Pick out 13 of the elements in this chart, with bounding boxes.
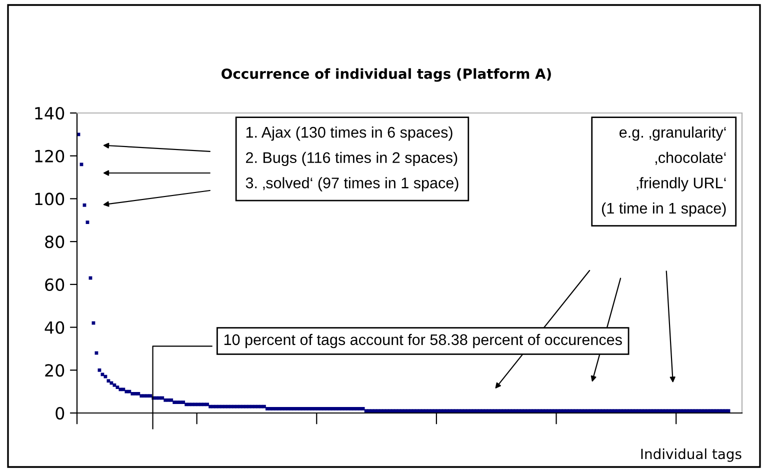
y-tick-label: 20 [45, 364, 64, 377]
x-axis-title: Individual tags [641, 448, 742, 462]
annotation: 10 percent of tags account for 58.38 percent of occurences [224, 334, 622, 348]
y-tick-label: 100 [35, 192, 64, 206]
y-tick-label: 120 [35, 150, 64, 162]
y-tick-label: 0 [56, 406, 64, 420]
y-tick-label: 80 [45, 236, 64, 248]
chart-title: Occurrence of individual tags (Platform A) [222, 68, 551, 82]
y-tick-label: 60 [45, 278, 64, 291]
annotation: e.g. ‚granularity‘ ‚chocolate‘ ‚friendly URL‘ (1 time in 1 space) [602, 126, 726, 217]
annotation: 1. Ajax (130 times in 6 spaces) 2. Bugs (116 times in 2 spaces) 3. ‚solved‘ (97 times in 1 space) [246, 126, 458, 192]
y-tick-label: 40 [44, 321, 64, 334]
y-tick-label: 140 [35, 106, 64, 120]
